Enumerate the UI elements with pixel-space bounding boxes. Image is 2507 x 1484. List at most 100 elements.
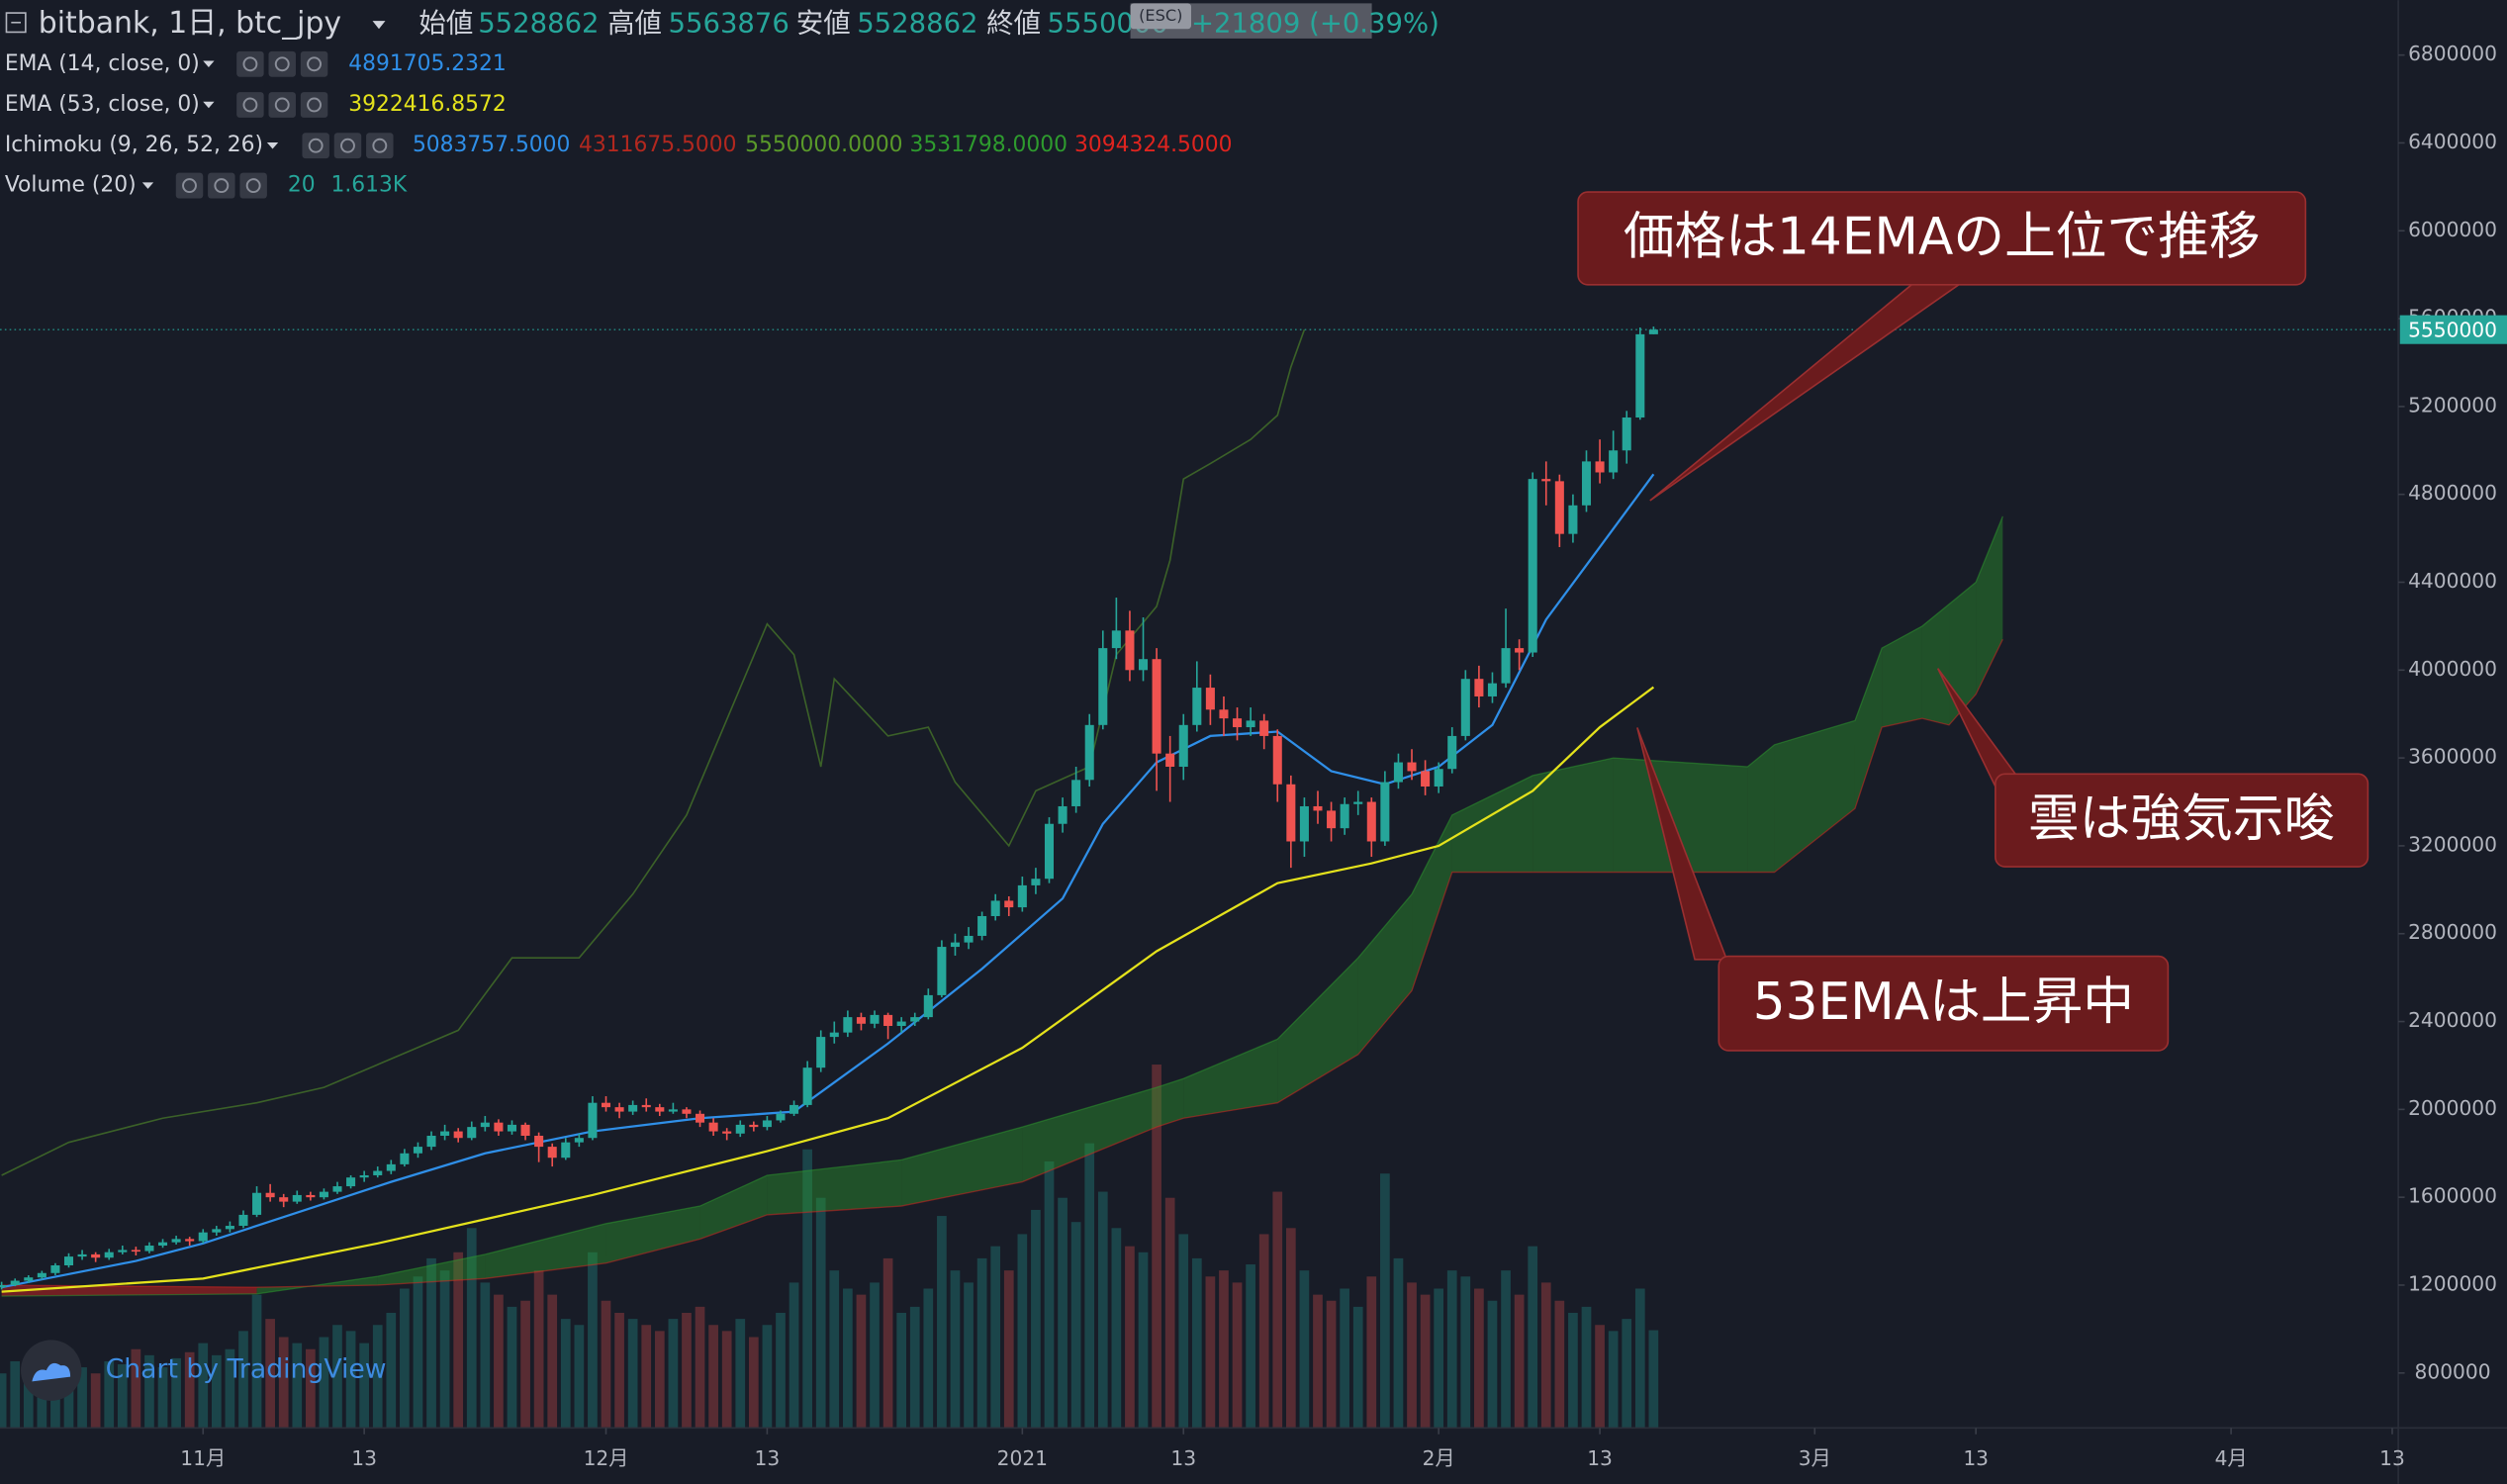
- cloud-span-b: [1, 638, 2003, 1288]
- volume-bar: [1340, 1288, 1349, 1429]
- legend-icon[interactable]: [268, 92, 296, 118]
- y-tick-label: 6400000: [2408, 130, 2497, 153]
- volume-bar: [466, 1228, 477, 1429]
- legend-icon[interactable]: [175, 172, 204, 199]
- candle-body: [1031, 879, 1041, 885]
- indicator-value: 5550000.0000: [745, 133, 902, 157]
- candle-body: [964, 935, 974, 943]
- volume-bar: [1622, 1319, 1632, 1429]
- volume-bar: [601, 1300, 611, 1429]
- candle-body: [1327, 810, 1337, 829]
- candle-body: [279, 1197, 289, 1202]
- ohlc-legend: 始値 5528862 高値 5563876 安値 5528862 終値 5550000: [418, 8, 1167, 39]
- candle-body: [1474, 679, 1484, 696]
- volume-bar: [654, 1331, 665, 1429]
- cloud-segment: [1451, 775, 1533, 873]
- volume-bar: [1299, 1270, 1310, 1429]
- volume-bar: [614, 1312, 624, 1429]
- candle-body: [1501, 648, 1511, 684]
- candle-body: [950, 942, 960, 948]
- legend-icon[interactable]: [239, 172, 267, 199]
- candle-body: [346, 1177, 356, 1187]
- candle-body: [1353, 801, 1363, 804]
- legend-icon[interactable]: [300, 50, 328, 77]
- legend-icon[interactable]: [300, 92, 328, 118]
- esc-label[interactable]: (ESC): [1139, 6, 1182, 25]
- candle-body: [332, 1186, 342, 1192]
- candle-body: [735, 1124, 745, 1134]
- symbol-title[interactable]: bitbank, 1日, btc_jpy: [39, 6, 341, 41]
- legend-icon[interactable]: [302, 133, 329, 159]
- callout-box: [1718, 955, 2170, 1052]
- x-tick-label: 13: [351, 1446, 377, 1470]
- indicator-name[interactable]: Ichimoku (9, 26, 52, 26): [5, 133, 263, 157]
- volume-bar: [1407, 1282, 1417, 1429]
- indicator-name[interactable]: EMA (53, close, 0): [5, 92, 200, 117]
- y-tick-label: 3600000: [2408, 745, 2497, 769]
- volume-bar: [950, 1270, 961, 1429]
- volume-bar: [1044, 1160, 1055, 1429]
- candle-body: [238, 1214, 248, 1227]
- volume-bar: [937, 1216, 947, 1429]
- legend-icon[interactable]: [236, 50, 264, 77]
- candle-body: [319, 1191, 328, 1198]
- candle-body: [749, 1124, 759, 1128]
- candle-body: [1340, 803, 1349, 829]
- legend-icon[interactable]: [268, 50, 296, 77]
- callout-pointer: [1636, 727, 1728, 961]
- volume-bar: [964, 1282, 974, 1429]
- indicator-name[interactable]: Volume (20): [5, 173, 137, 198]
- candle-body: [225, 1226, 234, 1230]
- candle-body: [91, 1253, 101, 1258]
- legend-icon[interactable]: [366, 133, 394, 159]
- candle-body: [453, 1131, 463, 1139]
- dropdown-caret[interactable]: [372, 21, 386, 30]
- watermark[interactable]: Chart by TradingView: [106, 1354, 387, 1385]
- volume-bar: [1058, 1197, 1068, 1429]
- candle-body: [1380, 782, 1390, 842]
- volume-bar: [1205, 1276, 1216, 1429]
- ohlc-label: 安値: [796, 8, 851, 39]
- volume-bar: [211, 1354, 222, 1429]
- dropdown-caret[interactable]: [203, 101, 215, 109]
- legend-icon-glyph: [340, 138, 355, 153]
- candle-body: [588, 1102, 598, 1139]
- dropdown-caret[interactable]: [141, 182, 154, 189]
- volume-bar: [1031, 1209, 1041, 1429]
- candle-body: [494, 1122, 504, 1132]
- cloud-segment: [699, 1174, 768, 1240]
- x-tick-label: 13: [1963, 1446, 1989, 1470]
- candle-body: [601, 1102, 611, 1108]
- volume-bar: [1352, 1306, 1363, 1429]
- dropdown-caret[interactable]: [203, 60, 215, 68]
- volume-bar: [1111, 1228, 1122, 1429]
- candle-body: [614, 1107, 624, 1112]
- volume-bar: [1164, 1197, 1175, 1429]
- indicator-name[interactable]: EMA (14, close, 0): [5, 51, 200, 76]
- candle-body: [534, 1136, 544, 1148]
- legend-icon[interactable]: [236, 92, 264, 118]
- candle-body: [628, 1104, 638, 1112]
- candle-body: [990, 900, 1000, 916]
- ema-line: [1, 473, 1655, 1289]
- candle-body: [802, 1067, 812, 1105]
- candle-body: [789, 1104, 799, 1114]
- candle-body: [1111, 630, 1121, 649]
- volume-bar: [976, 1257, 987, 1429]
- ohlc-value: 5563876: [669, 8, 789, 39]
- legend-icon[interactable]: [208, 172, 235, 199]
- candle-body: [1635, 333, 1645, 417]
- collapse-icon[interactable]: [5, 12, 27, 34]
- dropdown-caret[interactable]: [266, 141, 279, 149]
- cloud-segment: [1949, 582, 1977, 725]
- candle-body: [1246, 720, 1255, 728]
- candle-body: [1447, 735, 1457, 770]
- y-tick-label: 2800000: [2408, 920, 2497, 944]
- legend-icon[interactable]: [333, 133, 362, 159]
- candle-body: [1487, 683, 1497, 696]
- volume-bar: [1514, 1294, 1525, 1429]
- volume-bar: [1191, 1257, 1202, 1429]
- esc-badge[interactable]: [1130, 3, 1191, 30]
- candle-body: [1058, 805, 1068, 824]
- cloud-segment: [1774, 720, 1855, 873]
